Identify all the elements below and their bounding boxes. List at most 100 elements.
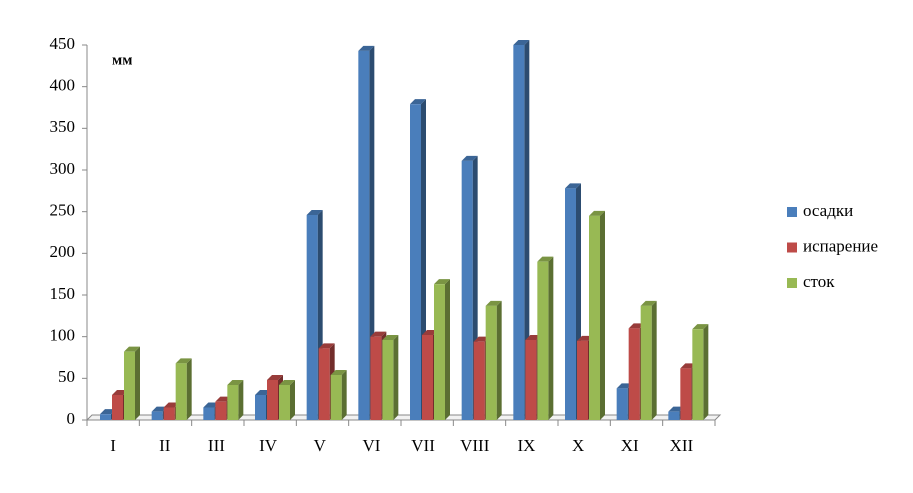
bar <box>227 385 239 420</box>
bar-side <box>496 300 502 420</box>
bar-side <box>651 300 657 420</box>
bar-top <box>434 279 450 285</box>
bar <box>203 407 215 420</box>
bar <box>422 335 433 420</box>
bar <box>306 215 318 420</box>
bar <box>279 385 290 420</box>
legend-swatch <box>787 242 797 253</box>
bar <box>382 340 394 420</box>
bar-top <box>227 380 244 385</box>
bar-top <box>640 300 657 306</box>
bar-top <box>537 256 554 262</box>
bar <box>410 104 421 421</box>
bar <box>434 284 445 420</box>
y-axis-label: мм <box>112 52 132 68</box>
bar-side <box>393 335 399 420</box>
legend-swatch <box>787 207 797 217</box>
bar <box>513 45 525 420</box>
bar-side <box>369 45 375 420</box>
y-tick-label: 50 <box>58 367 75 386</box>
bar <box>358 50 370 420</box>
y-tick-label: 0 <box>67 409 76 428</box>
bar <box>175 363 187 420</box>
bar-top <box>358 45 375 51</box>
bar <box>485 305 497 420</box>
bar <box>616 388 628 420</box>
bar <box>163 407 175 420</box>
legend-swatch <box>787 278 797 288</box>
bar <box>330 375 342 420</box>
y-tick-label: 250 <box>50 201 76 220</box>
y-tick-label: 400 <box>50 76 76 95</box>
y-tick-label: 300 <box>50 159 76 178</box>
x-tick-label: VII <box>411 436 435 455</box>
bar-side <box>703 324 709 420</box>
bar <box>318 348 330 420</box>
bar-side <box>524 40 530 420</box>
legend-label: испарение <box>803 236 878 255</box>
bar-top <box>175 358 192 364</box>
bar <box>100 414 111 420</box>
bar-top <box>485 300 502 306</box>
y-tick-label: 350 <box>50 117 76 136</box>
bar-top <box>565 183 581 189</box>
x-tick-label: I <box>110 436 116 455</box>
bar-side <box>445 279 450 420</box>
bar-top <box>589 210 605 216</box>
bar <box>668 411 680 420</box>
bar <box>215 401 227 420</box>
x-tick-label: VI <box>362 436 380 455</box>
bar-top <box>461 155 478 161</box>
bar <box>267 380 278 420</box>
bar <box>628 328 640 420</box>
bar <box>112 395 123 420</box>
bar-top <box>279 380 295 385</box>
bar <box>680 368 692 420</box>
bar <box>151 411 163 420</box>
bar-top <box>410 99 426 105</box>
y-tick-label: 450 <box>50 34 76 53</box>
bar-side <box>135 346 140 420</box>
bar-top <box>692 324 709 330</box>
bar-side <box>238 380 244 420</box>
bar-top <box>382 335 399 340</box>
x-tick-label: IV <box>259 436 278 455</box>
bar-top <box>267 375 283 380</box>
bar <box>525 340 537 420</box>
bar-top <box>306 210 323 215</box>
bar-side <box>186 358 192 420</box>
bar <box>692 329 704 420</box>
bar-top <box>370 331 387 337</box>
bar <box>461 160 473 421</box>
bar <box>255 395 266 420</box>
legend-label: осадки <box>803 201 853 220</box>
bar <box>124 351 135 420</box>
x-tick-label: IX <box>517 436 535 455</box>
y-tick-label: 100 <box>50 326 76 345</box>
bar <box>473 341 485 420</box>
x-tick-label: XI <box>621 436 639 455</box>
bar <box>537 261 549 420</box>
bar <box>370 336 382 420</box>
bar-side <box>341 370 347 420</box>
x-tick-label: III <box>208 436 225 455</box>
x-tick-label: II <box>159 436 171 455</box>
bar-top <box>330 370 347 375</box>
bar-top <box>318 343 335 349</box>
bar <box>565 188 576 420</box>
legend-label: сток <box>803 272 835 291</box>
bar <box>589 215 600 420</box>
x-tick-label: VIII <box>460 436 490 455</box>
x-tick-label: V <box>314 436 327 455</box>
bar <box>577 340 588 420</box>
bar-side <box>290 380 295 420</box>
x-tick-label: XII <box>670 436 694 455</box>
x-tick-label: X <box>572 436 584 455</box>
bar-top <box>124 346 140 352</box>
bar-side <box>600 210 605 420</box>
y-tick-label: 200 <box>50 242 76 261</box>
bar-top <box>513 40 530 45</box>
y-tick-label: 150 <box>50 284 76 303</box>
bar-side <box>548 256 554 420</box>
